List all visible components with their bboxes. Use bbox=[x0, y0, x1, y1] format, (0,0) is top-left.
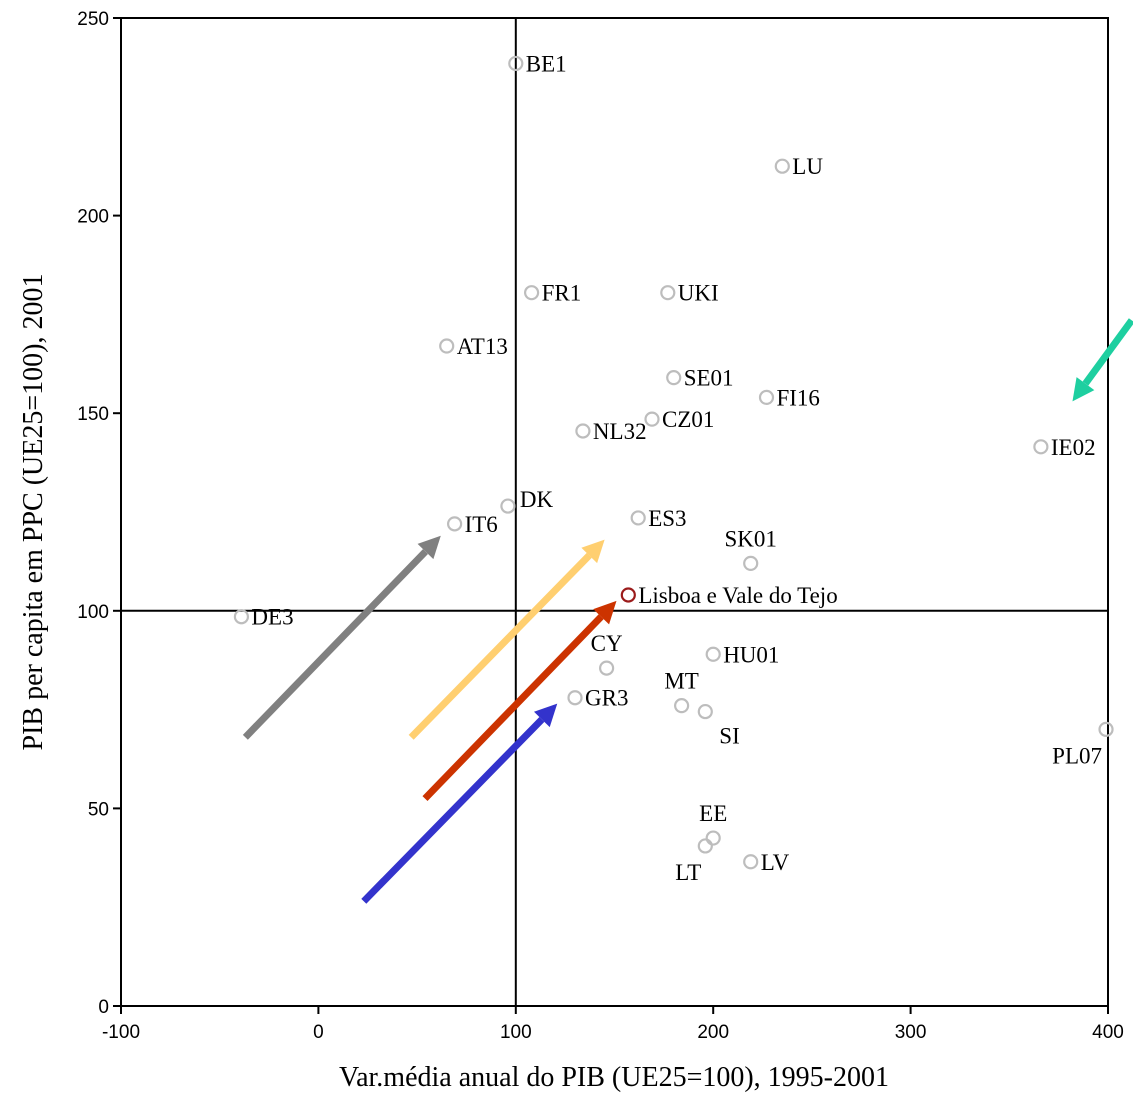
x-tick-label: 0 bbox=[313, 1022, 324, 1043]
data-point bbox=[697, 838, 713, 854]
points: BE1 LU FR1 UKI AT13 SE01 FI16 CZ01 NL32 IE02 DK ES3… bbox=[233, 51, 1114, 885]
point-label: HU01 bbox=[723, 642, 779, 667]
data-point bbox=[439, 338, 455, 354]
data-point bbox=[575, 423, 591, 439]
arrows bbox=[242, 318, 1133, 904]
x-tick-label: 400 bbox=[1092, 1022, 1124, 1043]
y-axis-title: PIB per capita em PPC (UE25=100), 2001 bbox=[18, 274, 49, 751]
y-tick-label: 250 bbox=[77, 9, 109, 30]
point-label: DK bbox=[520, 487, 554, 512]
x-tick-label: 200 bbox=[697, 1022, 729, 1043]
x-tick-label: 300 bbox=[895, 1022, 927, 1043]
trend-arrow bbox=[422, 600, 617, 801]
data-point bbox=[523, 285, 540, 301]
point-label: NL32 bbox=[593, 419, 647, 444]
y-tick-label: 50 bbox=[88, 799, 109, 820]
trend-arrow bbox=[361, 703, 558, 904]
data-point bbox=[660, 285, 676, 301]
data-point bbox=[233, 609, 250, 625]
y-axis: 0 50 100 150 200 250 bbox=[77, 9, 121, 1018]
point-label: EE bbox=[699, 801, 727, 826]
data-point bbox=[447, 516, 463, 532]
y-tick-label: 0 bbox=[98, 997, 109, 1018]
point-label: Lisboa e Vale do Tejo bbox=[638, 583, 837, 608]
point-label: BE1 bbox=[526, 51, 567, 76]
point-label: MT bbox=[664, 669, 699, 694]
y-tick-label: 100 bbox=[77, 602, 109, 623]
data-point bbox=[743, 555, 759, 571]
data-point bbox=[705, 646, 721, 662]
point-label: SI bbox=[719, 724, 739, 749]
point-label: GR3 bbox=[585, 686, 628, 711]
data-point bbox=[743, 854, 759, 870]
data-point bbox=[1098, 721, 1114, 737]
data-point bbox=[567, 690, 583, 706]
point-label: CY bbox=[591, 631, 623, 656]
data-point bbox=[705, 830, 721, 846]
data-point bbox=[1033, 439, 1049, 455]
data-point bbox=[666, 370, 682, 386]
point-label: CZ01 bbox=[662, 407, 714, 432]
point-label: IT6 bbox=[465, 512, 498, 537]
trend-arrow bbox=[242, 535, 441, 740]
data-point bbox=[758, 389, 775, 405]
point-label: LV bbox=[761, 850, 790, 875]
point-label: UKI bbox=[678, 281, 719, 306]
point-label: SE01 bbox=[684, 366, 734, 391]
plot-frame bbox=[120, 17, 1109, 1007]
point-label: PL07 bbox=[1052, 743, 1102, 768]
point-label: ES3 bbox=[648, 506, 686, 531]
data-point bbox=[644, 411, 660, 427]
y-tick-label: 200 bbox=[77, 207, 109, 228]
point-label: FI16 bbox=[776, 385, 819, 410]
point-label: DE3 bbox=[251, 605, 293, 630]
point-label: LT bbox=[675, 860, 701, 885]
highlight-point bbox=[620, 587, 636, 603]
data-point bbox=[697, 703, 713, 720]
x-axis-title: Var.média anual do PIB (UE25=100), 1995-… bbox=[339, 1062, 889, 1093]
x-tick-label: 100 bbox=[500, 1022, 532, 1043]
data-point bbox=[630, 510, 646, 526]
x-tick-label: -100 bbox=[102, 1022, 140, 1043]
point-label: SK01 bbox=[725, 526, 777, 551]
x-axis: -100 0 100 200 300 400 bbox=[102, 1006, 1124, 1043]
point-label: FR1 bbox=[542, 281, 582, 306]
data-point bbox=[674, 698, 690, 714]
trend-arrow bbox=[408, 539, 605, 740]
point-label: IE02 bbox=[1051, 435, 1096, 460]
data-point bbox=[500, 498, 516, 514]
point-label: LU bbox=[792, 154, 823, 179]
data-point bbox=[774, 158, 790, 174]
y-tick-label: 150 bbox=[77, 404, 109, 425]
data-point bbox=[599, 660, 615, 676]
data-point bbox=[508, 55, 524, 72]
trend-arrow bbox=[1072, 318, 1133, 402]
point-label: AT13 bbox=[457, 334, 508, 359]
